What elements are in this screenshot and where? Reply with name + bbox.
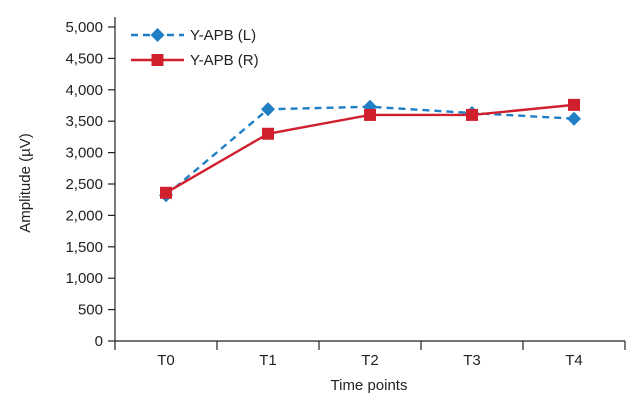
series-line [165, 105, 575, 197]
x-axis-title: Time points [331, 377, 408, 394]
x-tick-label: T3 [463, 352, 481, 369]
y-tick-label: 2,000 [65, 207, 103, 224]
x-axis-ticks: T0 T1 T2 T3 T4 [114, 341, 626, 369]
y-tick-label: 0 [95, 333, 103, 350]
legend-marker [150, 28, 165, 42]
axes [114, 17, 625, 342]
data-point [261, 102, 275, 117]
data-point [160, 186, 172, 199]
x-tick-label: T2 [361, 352, 379, 369]
y-axis-ticks: 0 500 1,000 1,500 2,000 2,500 3,000 3,500 4,000 4… [65, 19, 115, 350]
legend-marker [151, 54, 164, 66]
y-tick-label: 4,000 [65, 82, 103, 99]
y-tick-label: 5,000 [65, 19, 103, 36]
legend-label: Y-APB (L) [190, 27, 256, 44]
series-right [160, 98, 580, 199]
data-point [466, 108, 478, 121]
legend-label: Y-APB (R) [190, 52, 259, 69]
x-tick-label: T1 [259, 352, 277, 369]
legend: Y-APB (L) Y-APB (R) [131, 27, 259, 69]
data-point [364, 108, 376, 121]
y-tick-label: 4,500 [65, 50, 103, 67]
y-tick-label: 1,000 [65, 270, 103, 287]
x-tick-label: T0 [157, 352, 175, 369]
y-tick-label: 3,500 [65, 113, 103, 130]
y-tick-label: 500 [78, 302, 103, 319]
data-point [262, 127, 274, 140]
y-tick-label: 2,500 [65, 176, 103, 193]
data-point [567, 111, 581, 126]
series-group [159, 98, 581, 203]
x-tick-label: T4 [565, 352, 583, 369]
data-point [568, 98, 580, 111]
y-axis-title: Amplitude (µV) [17, 133, 34, 233]
y-tick-label: 3,000 [65, 145, 103, 162]
y-tick-label: 1,500 [65, 239, 103, 256]
